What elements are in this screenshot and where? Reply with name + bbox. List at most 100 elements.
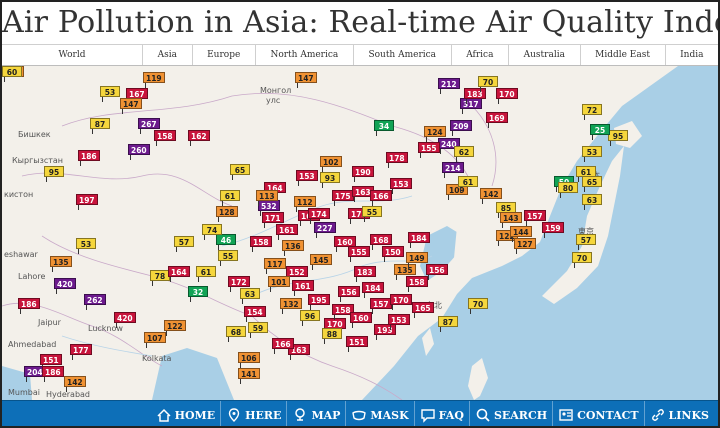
aqi-station-marker[interactable]: 63 bbox=[582, 194, 602, 210]
aqi-station-marker[interactable]: 158 bbox=[332, 304, 354, 320]
bottom-link-search[interactable]: SEARCH bbox=[468, 401, 552, 426]
bottom-link-contact[interactable]: CONTACT bbox=[552, 401, 643, 426]
aqi-station-marker[interactable]: 153 bbox=[390, 178, 412, 194]
aqi-station-marker[interactable]: 186 bbox=[78, 150, 100, 166]
aqi-station-marker[interactable]: 135 bbox=[50, 256, 72, 272]
aqi-station-marker[interactable]: 160 bbox=[350, 312, 372, 328]
aqi-station-marker[interactable]: 161 bbox=[292, 280, 314, 296]
aqi-station-marker[interactable]: 144 bbox=[510, 226, 532, 242]
aqi-station-marker[interactable]: 165 bbox=[412, 302, 434, 318]
aqi-station-marker[interactable]: 155 bbox=[348, 246, 370, 262]
nav-item-middle-east[interactable]: Middle East bbox=[579, 45, 665, 65]
aqi-station-marker[interactable]: 32 bbox=[188, 286, 208, 302]
aqi-station-marker[interactable]: 161 bbox=[276, 224, 298, 240]
aqi-station-marker[interactable]: 163 bbox=[288, 344, 310, 360]
aqi-station-marker[interactable]: 55 bbox=[362, 206, 382, 222]
aqi-station-marker[interactable]: 145 bbox=[310, 254, 332, 270]
nav-item-north-america[interactable]: North America bbox=[254, 45, 353, 65]
aqi-station-marker[interactable]: 171 bbox=[262, 212, 284, 228]
aqi-station-marker[interactable]: 57 bbox=[576, 234, 596, 250]
nav-item-india[interactable]: India bbox=[664, 45, 718, 65]
nav-item-south-america[interactable]: South America bbox=[352, 45, 451, 65]
aqi-station-marker[interactable]: 55 bbox=[218, 250, 238, 266]
aqi-station-marker[interactable]: 186 bbox=[42, 366, 64, 382]
aqi-station-marker[interactable]: 158 bbox=[406, 276, 428, 292]
aqi-station-marker[interactable]: 46 bbox=[216, 234, 236, 250]
aqi-station-marker[interactable]: 160 bbox=[334, 236, 356, 252]
aqi-station-marker[interactable]: 122 bbox=[164, 320, 186, 336]
aqi-station-marker[interactable]: 151 bbox=[346, 336, 368, 352]
aqi-station-marker[interactable]: 107 bbox=[144, 332, 166, 348]
aqi-station-marker[interactable]: 267 bbox=[138, 118, 160, 134]
aqi-station-marker[interactable]: 184 bbox=[362, 282, 384, 298]
aqi-station-marker[interactable]: 70 bbox=[468, 298, 488, 314]
aqi-station-marker[interactable]: 151 bbox=[40, 354, 62, 370]
aqi-station-marker[interactable]: 143 bbox=[500, 212, 522, 228]
aqi-station-marker[interactable]: 87 bbox=[438, 316, 458, 332]
aqi-station-marker[interactable]: 61 bbox=[196, 266, 216, 282]
aqi-station-marker[interactable]: 95 bbox=[44, 166, 64, 182]
aqi-station-marker[interactable]: 60 bbox=[2, 66, 22, 82]
aqi-station-marker[interactable]: 157 bbox=[370, 298, 392, 314]
aqi-station-marker[interactable]: 193 bbox=[374, 324, 396, 340]
nav-item-asia[interactable]: Asia bbox=[142, 45, 192, 65]
aqi-station-marker[interactable]: 154 bbox=[244, 306, 266, 322]
aqi-station-marker[interactable]: 183 bbox=[354, 266, 376, 282]
aqi-station-marker[interactable]: 102 bbox=[320, 156, 342, 172]
aqi-station-marker[interactable]: 158 bbox=[250, 236, 272, 252]
aqi-station-marker[interactable]: 174 bbox=[308, 208, 330, 224]
aqi-station-marker[interactable]: 65 bbox=[230, 164, 250, 180]
bottom-link-faq[interactable]: FAQ bbox=[413, 401, 469, 426]
aqi-station-marker[interactable]: 53 bbox=[100, 86, 120, 102]
aqi-station-marker[interactable]: 175 bbox=[332, 190, 354, 206]
aqi-station-marker[interactable]: 166 bbox=[272, 338, 294, 354]
aqi-station-marker[interactable]: 63 bbox=[240, 288, 260, 304]
aqi-station-marker[interactable]: 117 bbox=[264, 258, 286, 274]
aqi-station-marker[interactable]: 178 bbox=[386, 152, 408, 168]
aqi-station-marker[interactable]: 184 bbox=[408, 232, 430, 248]
aqi-station-marker[interactable]: 78 bbox=[150, 270, 170, 286]
aqi-station-marker[interactable]: 61 bbox=[458, 176, 478, 192]
aqi-station-marker[interactable]: 59 bbox=[248, 322, 268, 338]
aqi-map[interactable]: Монгол улс Бишкек Кыргызстан кистон eshawar La… bbox=[2, 66, 718, 400]
aqi-station-marker[interactable]: 262 bbox=[84, 294, 106, 310]
aqi-station-marker[interactable]: 128 bbox=[216, 206, 238, 222]
aqi-station-marker[interactable]: 156 bbox=[338, 286, 360, 302]
bottom-link-map[interactable]: MAP bbox=[286, 401, 345, 426]
bottom-link-here[interactable]: HERE bbox=[220, 401, 286, 426]
aqi-station-marker[interactable]: 170 bbox=[390, 294, 412, 310]
aqi-station-marker[interactable]: 61 bbox=[576, 166, 596, 182]
aqi-station-marker[interactable]: 183 bbox=[464, 88, 486, 104]
aqi-station-marker[interactable]: 142 bbox=[480, 188, 502, 204]
bottom-link-home[interactable]: HOME bbox=[151, 401, 221, 426]
aqi-station-marker[interactable]: 95 bbox=[608, 130, 628, 146]
aqi-station-marker[interactable]: 34 bbox=[374, 120, 394, 136]
aqi-station-marker[interactable]: 141 bbox=[238, 368, 260, 384]
aqi-station-marker[interactable]: 147 bbox=[295, 72, 317, 88]
aqi-station-marker[interactable]: 260 bbox=[128, 144, 150, 160]
aqi-station-marker[interactable]: 68 bbox=[226, 326, 246, 342]
nav-item-australia[interactable]: Australia bbox=[508, 45, 579, 65]
aqi-station-marker[interactable]: 157 bbox=[524, 210, 546, 226]
aqi-station-marker[interactable]: 62 bbox=[454, 146, 474, 162]
aqi-station-marker[interactable]: 142 bbox=[64, 376, 86, 392]
aqi-station-marker[interactable]: 212 bbox=[438, 78, 460, 94]
aqi-station-marker[interactable]: 88 bbox=[322, 328, 342, 344]
nav-item-africa[interactable]: Africa bbox=[450, 45, 508, 65]
aqi-station-marker[interactable]: 209 bbox=[450, 120, 472, 136]
aqi-station-marker[interactable]: 170 bbox=[496, 88, 518, 104]
aqi-station-marker[interactable]: 227 bbox=[314, 222, 336, 238]
aqi-station-marker[interactable]: 101 bbox=[268, 276, 290, 292]
aqi-station-marker[interactable]: 127 bbox=[514, 238, 536, 254]
aqi-station-marker[interactable]: 25 bbox=[590, 124, 610, 140]
aqi-station-marker[interactable]: 136 bbox=[282, 240, 304, 256]
aqi-station-marker[interactable]: 186 bbox=[18, 298, 40, 314]
aqi-station-marker[interactable]: 109 bbox=[446, 184, 468, 200]
aqi-station-marker[interactable]: 112 bbox=[294, 196, 316, 212]
aqi-station-marker[interactable]: 420 bbox=[114, 312, 136, 328]
aqi-station-marker[interactable]: 214 bbox=[442, 162, 464, 178]
aqi-station-marker[interactable]: 70 bbox=[572, 252, 592, 268]
aqi-station-marker[interactable]: 420 bbox=[54, 278, 76, 294]
aqi-station-marker[interactable]: 135 bbox=[394, 264, 416, 280]
aqi-station-marker[interactable]: 153 bbox=[388, 314, 410, 330]
